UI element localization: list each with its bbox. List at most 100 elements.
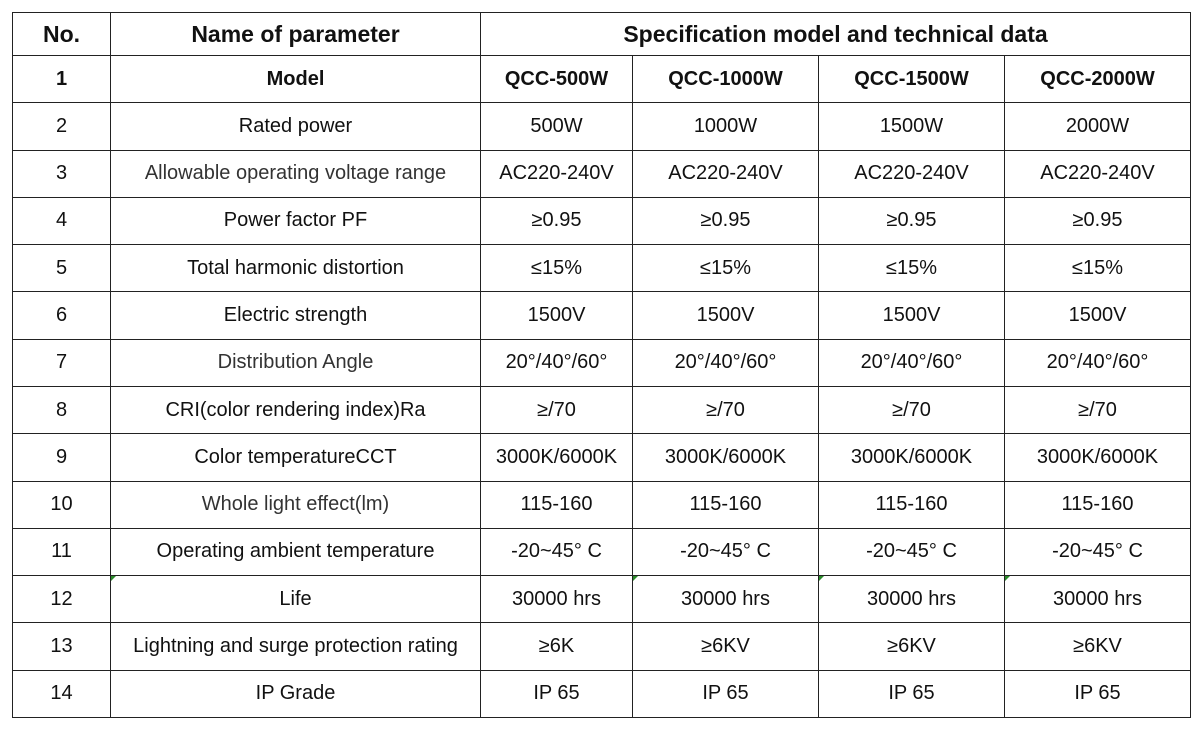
spec-value: 500W xyxy=(480,102,633,151)
table-row: 9 Color temperatureCCT 3000K/6000K 3000K/60… xyxy=(12,433,1192,482)
row-number: 12 xyxy=(12,575,111,624)
parameter-name: Color temperatureCCT xyxy=(110,433,481,482)
table-row: 6 Electric strength 1500V 1500V 1500V 1500V xyxy=(12,291,1192,340)
spec-value: 20°/40°/60° xyxy=(818,338,1005,387)
header-row: No. Name of parameter Specification mode… xyxy=(12,12,1192,56)
table-row: 8 CRI(color rendering index)Ra ≥/70 ≥/70 ≥/7… xyxy=(12,385,1192,435)
spec-value: 20°/40°/60° xyxy=(1003,338,1192,387)
spec-value: 30000 hrs xyxy=(632,575,819,624)
header-spec: Specification model and technical data xyxy=(479,12,1192,56)
spec-value: QCC-1000W xyxy=(632,54,819,104)
spec-value: 1500V xyxy=(632,291,819,340)
spec-value: IP 65 xyxy=(818,669,1005,719)
spec-value: ≥6KV xyxy=(1003,622,1192,671)
spec-value: ≥6K xyxy=(480,622,633,671)
spec-value: 3000K/6000K xyxy=(818,433,1005,482)
spec-value: 115-160 xyxy=(1003,480,1192,529)
row-number: 7 xyxy=(12,338,111,387)
spec-value: 1500V xyxy=(818,291,1005,340)
row-number: 3 xyxy=(12,149,111,198)
spec-value: 30000 hrs xyxy=(818,575,1005,624)
parameter-name: IP Grade xyxy=(110,669,481,719)
parameter-name: Total harmonic distortion xyxy=(110,244,481,293)
row-number: 6 xyxy=(12,291,111,340)
parameter-name: Allowable operating voltage range xyxy=(110,149,481,198)
parameter-name: Electric strength xyxy=(110,291,481,340)
spec-value: IP 65 xyxy=(1003,669,1192,719)
spec-value: IP 65 xyxy=(632,669,819,719)
row-number: 13 xyxy=(12,622,111,671)
spec-value: 1500W xyxy=(818,102,1005,151)
table-row: 11 Operating ambient temperature -20~45° C… xyxy=(12,527,1192,577)
spec-value: 1500V xyxy=(480,291,633,340)
spec-value: -20~45° C xyxy=(1003,527,1192,577)
spec-value: 3000K/6000K xyxy=(1003,433,1192,482)
spec-value: 115-160 xyxy=(632,480,819,529)
row-number: 5 xyxy=(12,244,111,293)
table-row: 10 Whole light effect(lm) 115-160 115-160 11… xyxy=(12,480,1192,529)
spec-value: ≥0.95 xyxy=(818,196,1005,246)
spec-value: 1000W xyxy=(632,102,819,151)
spec-value: ≥0.95 xyxy=(632,196,819,246)
spec-value: 30000 hrs xyxy=(1003,575,1192,624)
spec-value: 3000K/6000K xyxy=(480,433,633,482)
parameter-name: Distribution Angle xyxy=(110,338,481,387)
spec-value: -20~45° C xyxy=(632,527,819,577)
parameter-name: Life xyxy=(110,575,481,624)
parameter-name: Model xyxy=(110,54,481,104)
row-number: 4 xyxy=(12,196,111,246)
table-row: 3 Allowable operating voltage range AC220-… xyxy=(12,149,1192,198)
spec-value: AC220-240V xyxy=(1003,149,1192,198)
specification-table: No. Name of parameter Specification mode… xyxy=(12,12,1192,719)
spec-value: ≥/70 xyxy=(818,385,1005,435)
parameter-name: Lightning and surge protection rating xyxy=(110,622,481,671)
spec-value: 1500V xyxy=(1003,291,1192,340)
spec-value: ≤15% xyxy=(1003,244,1192,293)
spec-value: ≥6KV xyxy=(632,622,819,671)
spec-value: 115-160 xyxy=(480,480,633,529)
table-row: 13 Lightning and surge protection rating ≥… xyxy=(12,622,1192,671)
spec-value: AC220-240V xyxy=(818,149,1005,198)
spec-value: -20~45° C xyxy=(818,527,1005,577)
parameter-name: Whole light effect(lm) xyxy=(110,480,481,529)
spec-value: ≤15% xyxy=(632,244,819,293)
spec-value: ≥6KV xyxy=(818,622,1005,671)
spec-value: 3000K/6000K xyxy=(632,433,819,482)
header-parameter: Name of parameter xyxy=(110,12,481,56)
spec-value: ≤15% xyxy=(480,244,633,293)
spec-value: ≥/70 xyxy=(480,385,633,435)
row-number: 11 xyxy=(12,527,111,577)
parameter-name: Power factor PF xyxy=(110,196,481,246)
spec-value: ≥/70 xyxy=(1003,385,1192,435)
table-row: 7 Distribution Angle 20°/40°/60° 20°/40°/60… xyxy=(12,338,1192,387)
spec-value: AC220-240V xyxy=(480,149,633,198)
spec-value: AC220-240V xyxy=(632,149,819,198)
spec-value: ≥0.95 xyxy=(480,196,633,246)
row-number: 14 xyxy=(12,669,111,719)
spec-value: IP 65 xyxy=(480,669,633,719)
row-number: 2 xyxy=(12,102,111,151)
spec-value: 20°/40°/60° xyxy=(632,338,819,387)
spec-value: ≥/70 xyxy=(632,385,819,435)
parameter-name: CRI(color rendering index)Ra xyxy=(110,385,481,435)
spec-value: ≤15% xyxy=(818,244,1005,293)
table-row: 14 IP Grade IP 65 IP 65 IP 65 IP 65 xyxy=(12,669,1192,719)
spec-value: -20~45° C xyxy=(480,527,633,577)
spec-value: QCC-500W xyxy=(480,54,633,104)
parameter-name: Operating ambient temperature xyxy=(110,527,481,577)
table-row: 4 Power factor PF ≥0.95 ≥0.95 ≥0.95 ≥0.95 xyxy=(12,196,1192,246)
table-body: 1 Model QCC-500W QCC-1000W QCC-1500W QCC-2000… xyxy=(12,54,1192,719)
spec-value: QCC-2000W xyxy=(1003,54,1192,104)
parameter-name: Rated power xyxy=(110,102,481,151)
table-row: 1 Model QCC-500W QCC-1000W QCC-1500W QCC-2000… xyxy=(12,54,1192,104)
spec-value: 20°/40°/60° xyxy=(480,338,633,387)
row-number: 10 xyxy=(12,480,111,529)
spec-value: ≥0.95 xyxy=(1003,196,1192,246)
row-number: 1 xyxy=(12,54,111,104)
table-row: 12 Life 30000 hrs 30000 hrs 30000 hrs 30000 h… xyxy=(12,575,1192,624)
spec-value: QCC-1500W xyxy=(818,54,1005,104)
header-no: No. xyxy=(12,12,111,56)
row-number: 8 xyxy=(12,385,111,435)
spec-value: 2000W xyxy=(1003,102,1192,151)
spec-value: 115-160 xyxy=(818,480,1005,529)
